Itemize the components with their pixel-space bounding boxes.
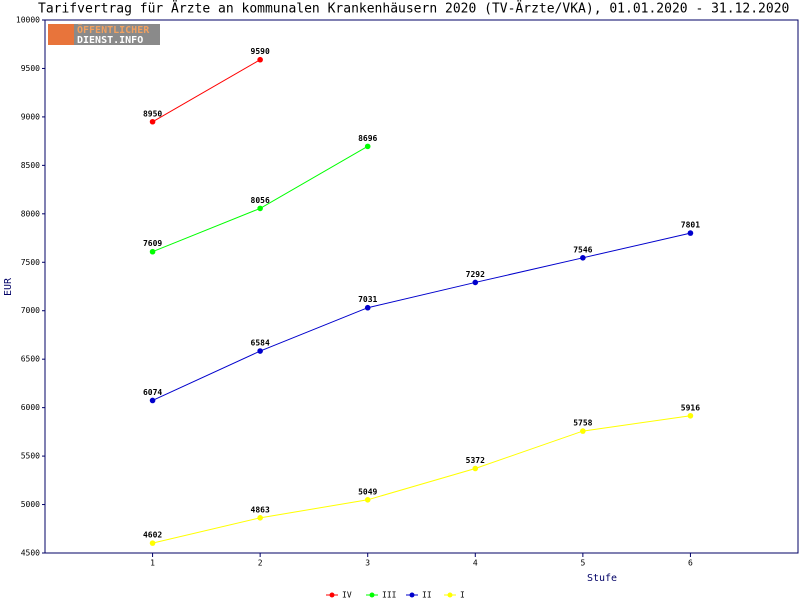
data-label: 8950 bbox=[143, 109, 162, 118]
series-line bbox=[152, 232, 691, 401]
point bbox=[472, 465, 479, 472]
y-tick-label: 8000 bbox=[21, 209, 40, 218]
data-label: 5758 bbox=[573, 419, 592, 428]
y-tick-label: 9500 bbox=[21, 64, 40, 73]
point bbox=[149, 118, 156, 125]
plot-frame bbox=[44, 19, 799, 554]
logo-block bbox=[48, 24, 74, 45]
point bbox=[687, 230, 694, 236]
logo-bg bbox=[74, 24, 160, 45]
x-tick-label: 4 bbox=[473, 559, 478, 568]
x-tick-label: 3 bbox=[365, 559, 370, 568]
logo: ÖFFENTLICHER DIENST.INFO bbox=[48, 22, 160, 46]
x-axis-label: Stufe bbox=[587, 573, 617, 584]
data-label: 7546 bbox=[573, 245, 592, 254]
y-tick-label: 7000 bbox=[21, 306, 40, 315]
point bbox=[149, 540, 156, 546]
series-line bbox=[152, 59, 261, 123]
x-tick-label: 5 bbox=[580, 559, 585, 568]
point bbox=[472, 279, 479, 286]
y-tick-label: 7500 bbox=[21, 258, 40, 267]
data-label: 6584 bbox=[251, 339, 270, 348]
logo-text: ÖFFENTLICHER bbox=[77, 22, 150, 36]
data-label: 7609 bbox=[143, 239, 162, 248]
data-label: 5372 bbox=[466, 456, 485, 465]
y-tick-label: 10000 bbox=[16, 16, 40, 25]
data-label: 7292 bbox=[466, 270, 485, 279]
y-tick-label: 8500 bbox=[21, 161, 40, 170]
data-label: 6074 bbox=[143, 388, 162, 397]
point bbox=[580, 255, 586, 261]
legend-label: IV bbox=[342, 591, 352, 600]
logo-text: DIENST.INFO bbox=[77, 35, 143, 46]
point bbox=[257, 205, 263, 212]
data-label: 4863 bbox=[251, 505, 270, 514]
y-tick-label: 4500 bbox=[21, 549, 40, 558]
data-label: 7801 bbox=[681, 221, 700, 230]
point bbox=[364, 304, 371, 311]
series-line bbox=[152, 415, 691, 544]
point bbox=[257, 515, 263, 521]
point bbox=[687, 412, 694, 419]
y-tick-label: 5500 bbox=[21, 452, 40, 461]
x-tick-label: 2 bbox=[258, 559, 263, 568]
legend-marker bbox=[329, 592, 335, 598]
legend-marker bbox=[447, 592, 453, 598]
legend-label: II bbox=[422, 591, 432, 600]
point bbox=[364, 496, 371, 503]
y-tick-label: 9000 bbox=[21, 112, 40, 121]
y-tick-label: 6000 bbox=[21, 403, 40, 412]
point bbox=[257, 348, 263, 354]
data-label: 8056 bbox=[251, 196, 270, 205]
data-label: 8696 bbox=[358, 134, 377, 143]
point bbox=[149, 248, 156, 255]
x-tick-label: 1 bbox=[150, 559, 155, 568]
y-tick-label: 5000 bbox=[21, 500, 40, 509]
point bbox=[364, 143, 371, 150]
data-label: 5049 bbox=[358, 487, 377, 496]
legend-label: III bbox=[382, 591, 397, 600]
data-label: 4602 bbox=[143, 531, 162, 540]
data-label: 9590 bbox=[251, 47, 270, 56]
data-label: 7031 bbox=[358, 295, 377, 304]
point bbox=[257, 56, 263, 63]
y-axis-label: EUR bbox=[3, 277, 14, 296]
y-tick-label: 6500 bbox=[21, 355, 40, 364]
legend-label: I bbox=[460, 591, 465, 600]
point bbox=[149, 397, 156, 404]
data-label: 5916 bbox=[681, 403, 700, 412]
x-tick-label: 6 bbox=[688, 559, 693, 568]
point bbox=[580, 428, 586, 434]
chart-title: Tarifvertrag für Ärzte an kommunalen Kra… bbox=[38, 1, 789, 17]
legend-marker bbox=[409, 592, 415, 598]
legend-marker bbox=[369, 592, 375, 598]
